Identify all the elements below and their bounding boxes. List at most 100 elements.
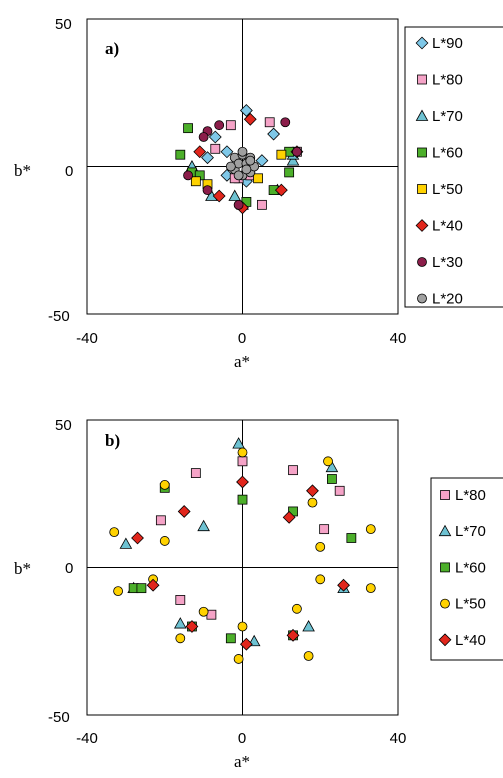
data-point	[286, 154, 300, 166]
data-point	[173, 617, 187, 629]
y-tick-bottom: -50	[48, 308, 70, 325]
data-point	[286, 628, 300, 642]
data-point	[109, 527, 120, 537]
data-point	[239, 104, 253, 117]
data-point	[233, 170, 244, 181]
data-point	[237, 494, 248, 505]
legend-label: L*50	[432, 181, 463, 198]
data-point	[225, 633, 236, 644]
data-point	[237, 456, 248, 467]
data-point	[131, 531, 144, 545]
data-point	[236, 475, 249, 489]
data-point	[284, 167, 295, 178]
data-points	[109, 437, 376, 664]
x-axis-label: a*	[234, 752, 250, 771]
legend-label: L*70	[455, 523, 486, 540]
data-point	[214, 120, 225, 131]
data-point	[292, 603, 302, 614]
data-point	[159, 536, 170, 546]
data-point	[237, 447, 248, 458]
x-tick-mid: 0	[238, 330, 246, 347]
data-point	[198, 606, 209, 617]
data-point	[306, 484, 319, 498]
data-point	[233, 199, 244, 210]
legend-label: L*80	[432, 72, 463, 89]
data-point	[243, 112, 257, 126]
legend-label: L*60	[455, 559, 486, 576]
legend-marker	[438, 633, 452, 647]
legend-marker	[417, 293, 427, 304]
data-point	[315, 574, 326, 585]
legend-marker	[417, 74, 427, 85]
legend: L*80 L*70 L*60 L*50 L*40	[430, 477, 503, 661]
x-axis-label: a*	[234, 352, 250, 371]
data-point	[257, 199, 267, 210]
data-point	[239, 637, 253, 651]
x-tick-right: 40	[390, 330, 407, 347]
legend-marker	[440, 490, 450, 500]
data-point	[185, 620, 199, 633]
y-tick-top: 50	[55, 16, 72, 33]
chart-panel-b: b) 50 0 -50 -40 0 40 a* b* L*80L*70L*60L…	[14, 417, 503, 771]
legend-marker	[417, 147, 427, 158]
data-point	[237, 621, 248, 632]
legend-label: L*40	[432, 218, 463, 235]
y-tick-mid: 0	[65, 163, 73, 180]
data-point	[276, 149, 287, 160]
x-tick-left: -40	[76, 730, 98, 747]
legend-label: L*60	[432, 145, 463, 162]
data-point	[193, 145, 207, 159]
data-point	[197, 519, 210, 532]
data-point	[325, 460, 339, 473]
data-point	[253, 173, 263, 184]
data-point	[212, 189, 226, 203]
data-point	[288, 465, 298, 476]
data-point	[225, 161, 236, 172]
x-tick-mid: 0	[238, 730, 246, 747]
data-point	[264, 117, 275, 128]
data-point	[210, 143, 221, 154]
zero-axes	[87, 420, 398, 715]
data-point	[280, 117, 291, 128]
data-point	[183, 170, 193, 181]
data-point	[175, 633, 186, 644]
data-point	[190, 468, 201, 479]
legend-marker	[415, 219, 429, 232]
data-point	[319, 524, 330, 535]
legend-label: L*50	[455, 596, 486, 613]
data-point	[302, 620, 315, 632]
data-point	[323, 456, 333, 467]
legend-label: L*70	[432, 108, 463, 125]
data-point	[136, 583, 147, 594]
data-point	[198, 132, 209, 142]
legend-label: L*80	[455, 487, 486, 504]
data-point	[208, 130, 222, 144]
data-points	[175, 104, 304, 215]
data-point	[267, 127, 281, 141]
legend-marker	[440, 562, 450, 573]
data-point	[177, 505, 191, 518]
panel-label: a)	[105, 39, 119, 58]
y-tick-mid: 0	[65, 560, 73, 577]
data-point	[175, 595, 186, 605]
data-point	[233, 654, 244, 664]
legend-marker	[415, 36, 429, 50]
data-point	[346, 533, 357, 543]
data-point	[113, 586, 123, 596]
y-axis-label: b*	[14, 559, 31, 578]
y-axis-label: b*	[14, 161, 31, 180]
data-point	[274, 183, 288, 197]
legend-label: L*20	[432, 291, 463, 308]
data-point	[245, 155, 256, 166]
legend-label: L*40	[455, 632, 486, 649]
data-point	[220, 145, 234, 159]
data-point	[303, 651, 314, 661]
legend-marker	[440, 598, 450, 609]
data-point	[190, 176, 201, 187]
data-point	[202, 185, 213, 196]
data-point	[237, 146, 248, 157]
data-point	[155, 515, 166, 526]
legend-label: L*30	[432, 254, 463, 271]
legend-marker	[417, 257, 427, 267]
legend-marker	[438, 524, 452, 537]
